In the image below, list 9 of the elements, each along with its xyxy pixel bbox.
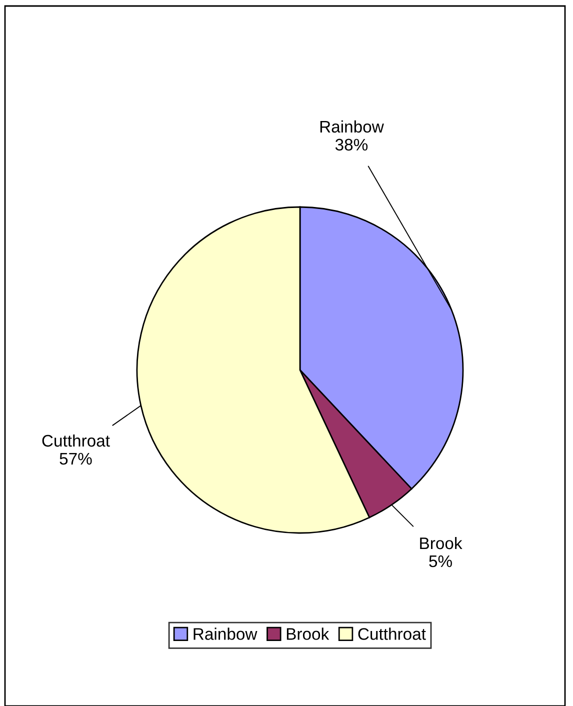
legend-label: Rainbow: [194, 628, 258, 640]
data-label: 5%: [429, 555, 452, 568]
slice-label: Rainbow: [320, 120, 384, 133]
slice-label: Brook: [420, 536, 462, 550]
data-label: 38%: [335, 138, 368, 151]
legend-label: Cutthroat: [358, 628, 426, 640]
slice-label: Cutthroat: [42, 434, 110, 447]
legend-label: Brook: [286, 628, 330, 640]
data-label: 57%: [60, 452, 92, 465]
